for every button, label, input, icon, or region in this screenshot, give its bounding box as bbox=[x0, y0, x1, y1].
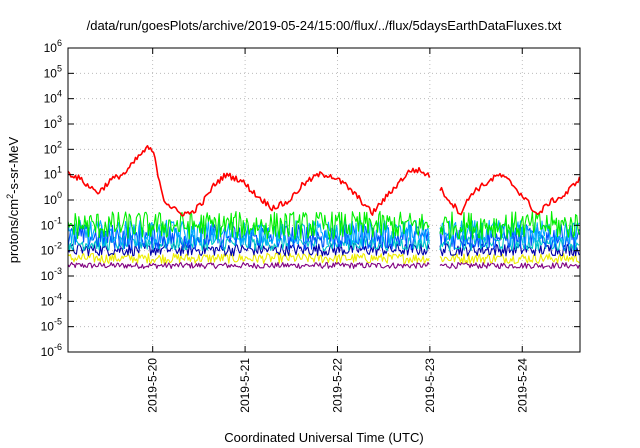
x-tick-label: 2019-5-20 bbox=[146, 358, 160, 413]
x-tick-label: 2019-5-23 bbox=[423, 358, 437, 413]
y-tick-label: 105 bbox=[44, 63, 62, 80]
y-tick-label: 10-2 bbox=[41, 241, 62, 258]
x-tick-label: 2019-5-21 bbox=[238, 358, 252, 413]
chart-title: /data/run/goesPlots/archive/2019-05-24/1… bbox=[87, 18, 562, 33]
series-layer bbox=[67, 145, 581, 270]
axis-ticks: 106 105 104 103 102 101 100 10-1 10-2 10-3 10-4 10-… bbox=[41, 38, 580, 413]
y-tick-label: 104 bbox=[44, 89, 62, 106]
y-tick-label: 106 bbox=[44, 38, 62, 55]
y-tick-label: 102 bbox=[44, 139, 62, 156]
x-tick-label: 2019-5-24 bbox=[515, 358, 529, 413]
y-tick-label: 10-1 bbox=[41, 215, 62, 232]
series-line bbox=[67, 145, 581, 217]
y-tick-label: 10-3 bbox=[41, 266, 62, 283]
series-line bbox=[67, 261, 580, 270]
y-tick-label: 10-5 bbox=[41, 317, 62, 334]
y-tick-label: 10-6 bbox=[41, 342, 62, 359]
series-line bbox=[67, 210, 580, 240]
x-tick-label: 2019-5-22 bbox=[330, 358, 344, 413]
y-tick-label: 103 bbox=[44, 114, 62, 131]
y-axis-label: protons/cm2-s-sr-MeV bbox=[5, 136, 21, 263]
y-tick-label: 100 bbox=[44, 190, 62, 207]
y-tick-label: 10-4 bbox=[41, 291, 62, 308]
x-axis-label: Coordinated Universal Time (UTC) bbox=[224, 430, 423, 445]
y-tick-label: 101 bbox=[44, 165, 62, 182]
